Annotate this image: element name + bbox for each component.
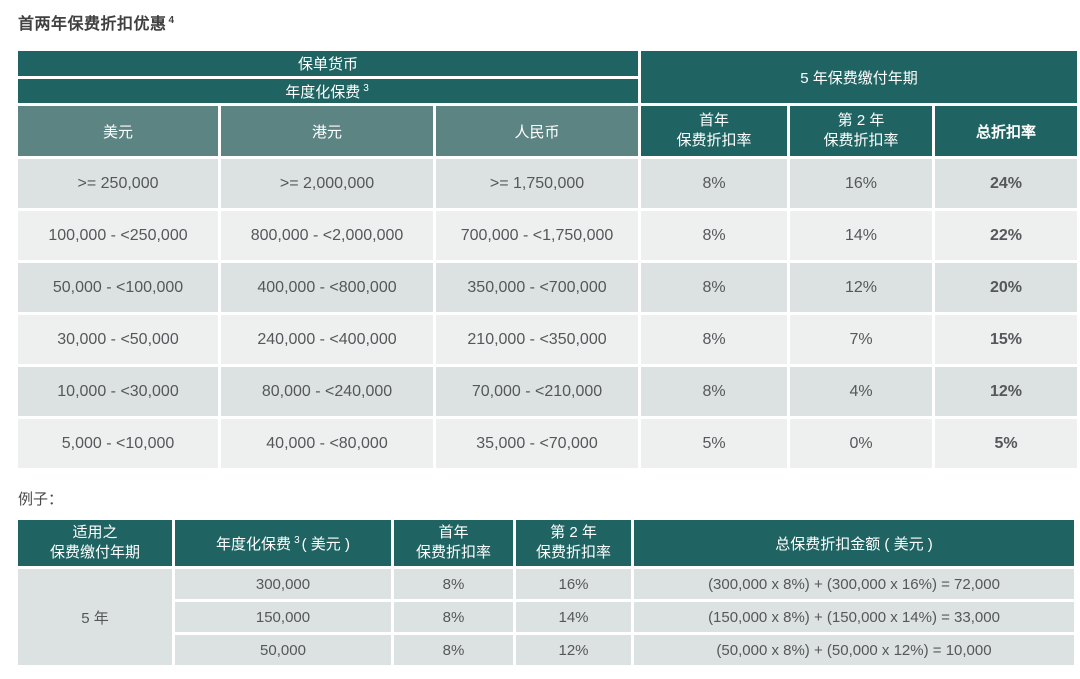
column-header-rmb: 人民币 xyxy=(436,106,639,156)
column-header-second-year: 第 2 年 保费折扣率 xyxy=(790,106,933,156)
column-header-applicable-term: 适用之 保费缴付年期 xyxy=(18,520,172,566)
second-year-line1: 第 2 年 xyxy=(837,111,885,129)
footnote-marker-3: 3 xyxy=(363,82,369,94)
cell-rmb-range: 70,000 - <210,000 xyxy=(436,367,639,416)
footnote-marker-3: 3 xyxy=(294,534,300,546)
cell-total-rate: 12% xyxy=(935,367,1078,416)
cell-rmb-range: 210,000 - <350,000 xyxy=(436,315,639,364)
cell-rmb-range: 700,000 - <1,750,000 xyxy=(436,211,639,260)
annualized-premium-label: 年度化保费 xyxy=(285,83,361,101)
cell-usd-range: 10,000 - <30,000 xyxy=(18,367,218,416)
cell-first-year-rate: 8% xyxy=(641,159,788,208)
cell-second-year-rate: 4% xyxy=(790,367,933,416)
cell-total-rate: 5% xyxy=(935,419,1078,468)
cell-premium: 300,000 xyxy=(175,569,391,599)
table-row: 30,000 - <50,000 240,000 - <400,000 210,… xyxy=(18,315,1078,364)
column-header-second-year: 第 2 年 保费折扣率 xyxy=(516,520,631,566)
cell-second-year-rate: 16% xyxy=(790,159,933,208)
cell-total-rate: 20% xyxy=(935,263,1078,312)
example-header-row: 适用之 保费缴付年期 年度化保费 3( 美元 ) 首年 保费折扣率 第 2 年 保… xyxy=(18,520,1074,566)
cell-first-year-rate: 8% xyxy=(394,602,513,632)
annualized-premium-header: 年度化保费 3 xyxy=(18,79,639,103)
table-row: 10,000 - <30,000 80,000 - <240,000 70,00… xyxy=(18,367,1078,416)
column-header-hkd: 港元 xyxy=(221,106,433,156)
cell-hkd-range: 40,000 - <80,000 xyxy=(221,419,433,468)
cell-rmb-range: 350,000 - <700,000 xyxy=(436,263,639,312)
first-year-line2: 保费折扣率 xyxy=(415,544,491,561)
table-row: 150,000 8% 14% (150,000 x 8%) + (150,000… xyxy=(18,602,1074,632)
cell-usd-range: >= 250,000 xyxy=(18,159,218,208)
cell-first-year-rate: 8% xyxy=(641,263,788,312)
table-row: 50,000 - <100,000 400,000 - <800,000 350… xyxy=(18,263,1078,312)
cell-usd-range: 30,000 - <50,000 xyxy=(18,315,218,364)
cell-calculation: (50,000 x 8%) + (50,000 x 12%) = 10,000 xyxy=(634,635,1074,665)
footnote-marker-4: 4 xyxy=(168,14,175,26)
column-header-first-year: 首年 保费折扣率 xyxy=(641,106,788,156)
first-year-line2: 保费折扣率 xyxy=(676,132,752,149)
table-row: 100,000 - <250,000 800,000 - <2,000,000 … xyxy=(18,211,1078,260)
second-year-line2: 保费折扣率 xyxy=(535,544,611,561)
cell-usd-range: 5,000 - <10,000 xyxy=(18,419,218,468)
column-header-usd: 美元 xyxy=(18,106,218,156)
table-row: 5,000 - <10,000 40,000 - <80,000 35,000 … xyxy=(18,419,1078,468)
first-year-line1: 首年 xyxy=(699,111,730,129)
header-row-columns: 美元 港元 人民币 首年 保费折扣率 第 2 年 保费折扣率 总折扣率 xyxy=(18,106,1078,156)
cell-first-year-rate: 8% xyxy=(394,569,513,599)
column-header-total-discount: 总折扣率 xyxy=(935,106,1078,156)
cell-usd-range: 100,000 - <250,000 xyxy=(18,211,218,260)
cell-rmb-range: >= 1,750,000 xyxy=(436,159,639,208)
cell-total-rate: 24% xyxy=(935,159,1078,208)
cell-second-year-rate: 16% xyxy=(516,569,631,599)
header-row-policy-currency: 保单货币 5 年保费缴付年期 xyxy=(18,51,1078,103)
applicable-term-line2: 保费缴付年期 xyxy=(49,544,140,561)
cell-first-year-rate: 5% xyxy=(641,419,788,468)
payment-term-header: 5 年保费缴付年期 xyxy=(641,51,1078,103)
cell-payment-term: 5 年 xyxy=(18,569,172,665)
applicable-term-line1: 适用之 xyxy=(72,523,118,541)
cell-hkd-range: 240,000 - <400,000 xyxy=(221,315,433,364)
cell-premium: 50,000 xyxy=(175,635,391,665)
column-header-total-amount: 总保费折扣金额 ( 美元 ) xyxy=(634,520,1074,566)
example-table: 适用之 保费缴付年期 年度化保费 3( 美元 ) 首年 保费折扣率 第 2 年 保… xyxy=(15,517,1077,668)
cell-premium: 150,000 xyxy=(175,602,391,632)
cell-second-year-rate: 14% xyxy=(516,602,631,632)
cell-second-year-rate: 12% xyxy=(790,263,933,312)
cell-second-year-rate: 14% xyxy=(790,211,933,260)
cell-hkd-range: >= 2,000,000 xyxy=(221,159,433,208)
cell-second-year-rate: 0% xyxy=(790,419,933,468)
cell-first-year-rate: 8% xyxy=(641,367,788,416)
column-header-first-year: 首年 保费折扣率 xyxy=(394,520,513,566)
column-header-annualized-premium: 年度化保费 3( 美元 ) xyxy=(175,520,391,566)
annualized-premium-label: 年度化保费 xyxy=(216,535,292,553)
table-row: >= 250,000 >= 2,000,000 >= 1,750,000 8% … xyxy=(18,159,1078,208)
cell-total-rate: 22% xyxy=(935,211,1078,260)
cell-hkd-range: 400,000 - <800,000 xyxy=(221,263,433,312)
cell-total-rate: 15% xyxy=(935,315,1078,364)
header-row-annualized-premium: 年度化保费 3 xyxy=(18,79,1077,103)
cell-second-year-rate: 12% xyxy=(516,635,631,665)
page-title-text: 首两年保费折扣优惠 xyxy=(18,16,167,33)
cell-usd-range: 50,000 - <100,000 xyxy=(18,263,218,312)
example-label: 例子： xyxy=(18,491,64,508)
discount-table: 保单货币 5 年保费缴付年期 年度化保费 3 美元 港元 人民币 首年 保费折扣率… xyxy=(15,48,1080,471)
table-row: 5 年 300,000 8% 16% (300,000 x 8%) + (300… xyxy=(18,569,1074,665)
table-row: 50,000 8% 12% (50,000 x 8%) + (50,000 x … xyxy=(18,635,1074,665)
cell-first-year-rate: 8% xyxy=(641,211,788,260)
annualized-premium-unit: ( 美元 ) xyxy=(301,535,350,553)
second-year-line2: 保费折扣率 xyxy=(823,132,899,149)
policy-currency-header: 保单货币 xyxy=(18,51,639,76)
first-year-line1: 首年 xyxy=(438,523,469,541)
cell-rmb-range: 35,000 - <70,000 xyxy=(436,419,639,468)
cell-hkd-range: 800,000 - <2,000,000 xyxy=(221,211,433,260)
second-year-line1: 第 2 年 xyxy=(550,523,597,541)
cell-first-year-rate: 8% xyxy=(641,315,788,364)
cell-second-year-rate: 7% xyxy=(790,315,933,364)
cell-hkd-range: 80,000 - <240,000 xyxy=(221,367,433,416)
cell-first-year-rate: 8% xyxy=(394,635,513,665)
page-title: 首两年保费折扣优惠 4 xyxy=(18,10,1062,34)
cell-calculation: (300,000 x 8%) + (300,000 x 16%) = 72,00… xyxy=(634,569,1074,599)
cell-calculation: (150,000 x 8%) + (150,000 x 14%) = 33,00… xyxy=(634,602,1074,632)
